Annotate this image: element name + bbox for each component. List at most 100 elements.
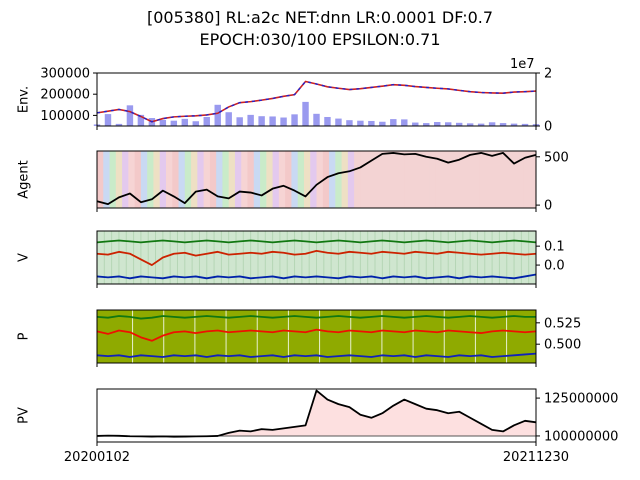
series-line [96, 328, 537, 342]
action-band [354, 151, 361, 208]
action-band [347, 151, 355, 208]
volume-bar [126, 105, 134, 126]
axes-frame [96, 309, 537, 364]
action-band [435, 151, 443, 208]
action-band [335, 151, 343, 208]
action-band [485, 151, 493, 208]
series-line [96, 152, 537, 206]
volume-bar [401, 119, 408, 126]
volume-bar [455, 122, 463, 126]
action-band [234, 151, 242, 208]
probability-background [97, 310, 536, 363]
volume-bar [510, 123, 518, 126]
action-band [297, 151, 305, 208]
volume-bar [104, 114, 112, 126]
volume-bar [225, 112, 232, 126]
action-band [429, 151, 437, 208]
action-band [510, 151, 518, 208]
action-band [216, 151, 223, 208]
action-band [316, 151, 324, 208]
price-line-overlay [96, 80, 537, 123]
panel-p: P 0.525 0.500 [17, 309, 581, 367]
right-tick-label: 0.525 [544, 316, 581, 331]
action-band [416, 151, 424, 208]
volume-bar [346, 120, 353, 126]
volume-bar [247, 114, 254, 126]
panel-v: V 0.1 0.0 [17, 230, 565, 288]
action-band [153, 151, 161, 208]
chart-title-line-2: EPOCH:030/100 EPSILON:0.71 [199, 30, 441, 49]
action-band [241, 151, 249, 208]
volume-bar [192, 121, 199, 126]
action-band [122, 151, 129, 208]
x-start-label: 20200102 [64, 450, 130, 465]
action-band [140, 151, 148, 208]
series-line [96, 389, 537, 438]
volume-bar [412, 122, 419, 126]
volume-bar [302, 101, 309, 126]
action-band [228, 151, 236, 208]
action-band [473, 151, 481, 208]
action-band [128, 151, 136, 208]
action-band [253, 151, 261, 208]
action-band [385, 151, 393, 208]
volume-bar [488, 122, 496, 126]
panel-env-: Env. 300000 200000 100000 2 0 1e7 [17, 57, 553, 135]
action-band [191, 151, 198, 208]
right-tick-label: 125000000 [544, 392, 618, 407]
volume-bar [499, 123, 507, 126]
volume-bar [434, 122, 441, 126]
action-band [272, 151, 280, 208]
action-band [178, 151, 186, 208]
series-line [96, 239, 537, 244]
series-line [96, 315, 536, 320]
action-band [159, 151, 167, 208]
action-band [379, 151, 386, 208]
volume-bar [357, 120, 364, 126]
axes-frame [96, 388, 537, 443]
action-band [103, 151, 111, 208]
volume-bar [390, 119, 397, 126]
volume-bar [423, 123, 430, 126]
action-band [441, 151, 449, 208]
portfolio-fill [97, 390, 536, 437]
action-band [391, 151, 399, 208]
action-band [423, 151, 430, 208]
right-tick-label: 0 [544, 120, 552, 135]
action-band [529, 151, 537, 208]
right-tick-label: 0.1 [544, 240, 565, 255]
action-band [329, 151, 336, 208]
action-band [285, 151, 292, 208]
right-tick-label: 0 [544, 199, 552, 214]
volume-bar [258, 116, 265, 126]
right-tick-label: 0.0 [544, 259, 565, 274]
action-band [523, 151, 531, 208]
volume-bar [324, 116, 331, 126]
volume-bar [214, 104, 221, 126]
action-band [448, 151, 455, 208]
action-band [460, 151, 468, 208]
action-band [504, 151, 512, 208]
volume-bar [181, 118, 189, 126]
y-axis-label: PV [17, 407, 32, 424]
action-band [203, 151, 211, 208]
right-tick-label: 500 [544, 150, 569, 165]
action-band [398, 151, 405, 208]
action-band [247, 151, 255, 208]
volume-bar [280, 117, 287, 126]
left-tick-label: 100000 [40, 109, 90, 124]
volume-bar [236, 117, 243, 126]
chart-title-line-1: [005380] RL:a2c NET:dnn LR:0.0001 DF:0.7 [146, 8, 494, 27]
action-band [372, 151, 380, 208]
volume-bar [368, 120, 375, 126]
action-band [147, 151, 154, 208]
left-tick-label: 300000 [40, 67, 90, 82]
action-band [184, 151, 192, 208]
panel-pv: PV 125000000 100000000 [17, 388, 618, 446]
volume-bar [203, 116, 210, 126]
action-band [260, 151, 267, 208]
action-band [467, 151, 474, 208]
action-band [341, 151, 349, 208]
right-tick-label: 100000000 [544, 429, 618, 444]
